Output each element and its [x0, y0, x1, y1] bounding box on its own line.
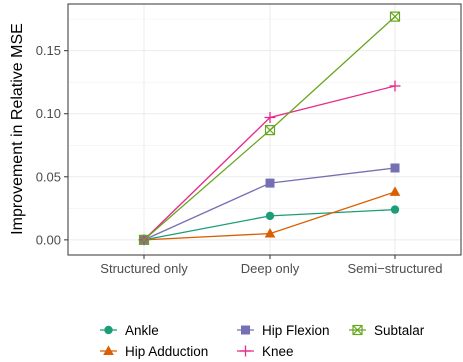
y-axis: 0.00 0.05 0.10 0.15	[36, 43, 68, 247]
data-point-hip-flexion	[265, 178, 275, 188]
y-tick-label: 0.00	[36, 232, 61, 247]
y-axis-title: Improvement in Relative MSE	[9, 23, 26, 235]
legend-key-marker	[352, 324, 363, 336]
data-point-hip-adduction	[264, 228, 276, 238]
legend-label: Hip Adduction	[125, 344, 208, 359]
x-tick-label: Structured only	[100, 261, 188, 276]
data-point-ankle	[265, 211, 275, 221]
x-tick-label: Deep only	[241, 261, 300, 276]
legend-item-ankle: Ankle	[100, 323, 159, 338]
legend-label: Knee	[262, 344, 294, 359]
x-axis: Structured only Deep only Semi−structured	[100, 255, 443, 276]
legend-key-marker	[240, 345, 251, 357]
legend-label: Subtalar	[374, 323, 425, 338]
legend: Ankle Hip Adduction Hip Flexion Knee Subtala…	[100, 323, 425, 359]
legend-item-knee: Knee	[237, 344, 294, 359]
y-tick-label: 0.15	[36, 43, 61, 58]
series-knee	[138, 80, 401, 246]
plot-panel-border	[67, 3, 462, 256]
legend-key-marker	[241, 325, 250, 335]
y-tick-label: 0.10	[36, 106, 61, 121]
y-tick-label: 0.05	[36, 169, 61, 184]
data-point-knee	[264, 112, 276, 124]
legend-key-marker	[104, 325, 113, 335]
series-layer	[138, 11, 401, 246]
legend-key-marker	[103, 345, 114, 355]
series-subtalar	[138, 11, 401, 245]
x-tick-label: Semi−structured	[347, 261, 442, 276]
legend-label: Hip Flexion	[262, 323, 330, 338]
legend-item-subtalar: Subtalar	[349, 323, 425, 338]
data-point-knee	[389, 80, 401, 92]
data-point-subtalar	[389, 11, 401, 22]
data-point-subtalar	[264, 125, 276, 136]
data-point-hip-adduction	[389, 186, 401, 196]
data-point-ankle	[390, 205, 400, 214]
legend-item-hip-flexion: Hip Flexion	[237, 323, 330, 338]
legend-label: Ankle	[125, 323, 159, 338]
legend-item-hip-adduction: Hip Adduction	[100, 344, 208, 359]
data-point-subtalar	[138, 234, 150, 245]
data-point-hip-flexion	[390, 163, 400, 173]
